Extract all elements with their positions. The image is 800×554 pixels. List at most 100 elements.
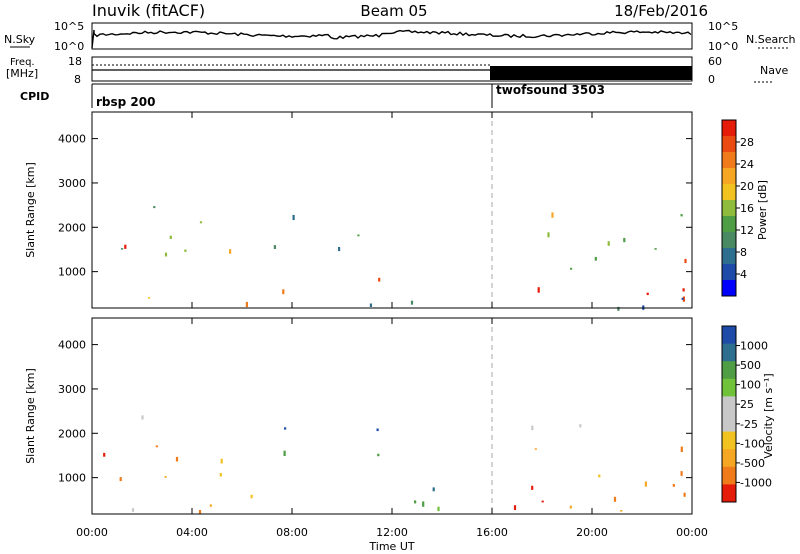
power-ytick-label: 3000 <box>58 177 86 190</box>
power-cell <box>229 249 232 254</box>
freq-left-tick-top: 18 <box>68 55 82 68</box>
power-colorbar-segment <box>722 248 736 265</box>
velocity-colorbar-tick-label: -25 <box>740 418 758 431</box>
noise-left-tick-top: 10^5 <box>54 20 84 33</box>
power-cell <box>292 214 295 221</box>
power-cell <box>121 248 124 250</box>
power-cell <box>369 303 372 307</box>
velocity-colorbar-segment <box>722 326 736 345</box>
velocity-colorbar-frame <box>721 325 737 503</box>
power-cell <box>164 252 168 257</box>
power-colorbar-segment <box>722 136 736 153</box>
power-cell <box>282 289 285 295</box>
velocity-colorbar-label: Velocity [m s⁻¹] <box>762 373 775 458</box>
velocity-cell <box>209 504 212 507</box>
velocity-cell <box>531 425 534 431</box>
power-cell <box>169 235 172 239</box>
freq-right-label: Nave <box>760 64 788 77</box>
power-cell <box>654 248 657 250</box>
velocity-colorbar-tick-label: -100 <box>740 437 765 450</box>
power-cell <box>623 237 626 243</box>
velocity-cell <box>569 505 572 509</box>
power-colorbar-tick-label: 8 <box>740 246 747 259</box>
noise-sky-trace <box>91 29 692 49</box>
velocity-cell <box>219 473 222 477</box>
power-colorbar-segment <box>722 184 736 201</box>
power-colorbar-tick-label: 4 <box>740 268 747 281</box>
beam-title: Beam 05 <box>360 2 427 20</box>
x-tick-label: 08:00 <box>276 526 308 539</box>
x-tick-label: 00:00 <box>676 526 708 539</box>
velocity-cell <box>377 453 380 457</box>
freq-left-label-1: Freq. <box>10 57 35 68</box>
freq-right-tick-bottom: 0 <box>708 73 715 86</box>
noise-left-label: N.Sky <box>4 33 36 46</box>
power-cell <box>551 212 554 218</box>
velocity-colorbar-segment <box>722 484 736 503</box>
power-colorbar-segment <box>722 120 736 137</box>
power-colorbar-segment <box>722 280 736 297</box>
velocity-panel-frame <box>91 317 693 515</box>
noise-right-tick-top: 10^5 <box>708 20 738 33</box>
velocity-cell <box>164 476 167 478</box>
power-colorbar-tick-label: 24 <box>740 158 754 171</box>
power-cell <box>547 232 550 238</box>
power-colorbar-segment <box>722 168 736 185</box>
power-cell <box>682 296 685 302</box>
power-cell <box>148 297 151 299</box>
x-tick-label: 00:00 <box>76 526 108 539</box>
velocity-cell <box>541 500 544 503</box>
velocity-cell <box>644 481 647 487</box>
power-cell <box>684 258 687 264</box>
power-colorbar-label: Power [dB] <box>756 180 769 240</box>
x-tick-label: 16:00 <box>476 526 508 539</box>
power-colorbar-segment <box>722 216 736 233</box>
power-colorbar-tick-label: 20 <box>740 180 754 193</box>
velocity-colorbar-segment <box>722 378 736 397</box>
power-cell <box>537 287 540 293</box>
cpid-label: CPID <box>20 90 49 103</box>
power-cell <box>594 256 597 261</box>
cpid-segment-1: rbsp 200 <box>96 95 155 109</box>
velocity-cell <box>579 424 582 428</box>
velocity-cell <box>613 496 617 502</box>
velocity-colorbar-segment <box>722 414 736 433</box>
noise-panel: N.Sky 10^5 10^0 10^5 10^0 N.Search <box>4 20 796 53</box>
power-cell <box>357 234 360 237</box>
velocity-cell <box>432 487 435 492</box>
velocity-cell <box>683 492 686 497</box>
noise-right-tick-bottom: 10^0 <box>708 40 738 53</box>
velocity-colorbar-segment <box>722 449 736 468</box>
velocity-cell <box>376 428 379 432</box>
velocity-ylabel: Slant Range [km] <box>24 368 37 464</box>
velocity-cell <box>220 458 223 464</box>
velocity-cell <box>680 471 683 476</box>
power-data-layer <box>121 206 687 311</box>
velocity-cell <box>119 477 122 482</box>
power-cell <box>184 249 187 252</box>
velocity-cell <box>103 452 106 457</box>
power-y-ticks: 1000 2000 3000 4000 <box>58 133 692 279</box>
velocity-cell <box>175 456 179 462</box>
power-colorbar-tick-label: 28 <box>740 136 754 149</box>
power-panel-frame <box>91 111 693 309</box>
velocity-cell <box>513 505 517 510</box>
power-cell <box>199 221 203 224</box>
power-colorbar-segment <box>722 264 736 281</box>
power-colorbar-tick-label: 12 <box>740 224 754 237</box>
velocity-cell <box>131 508 135 512</box>
velocity-cell <box>250 494 253 499</box>
power-cell <box>378 277 381 282</box>
velocity-panel: 1000 2000 3000 4000 Slant Range [km] 1000 50… <box>24 317 775 515</box>
velocity-ytick-label: 4000 <box>58 339 86 352</box>
velocity-cell <box>534 448 537 450</box>
x-tick-label: 04:00 <box>176 526 208 539</box>
power-ytick-label: 2000 <box>58 221 86 234</box>
x-axis: 00:00 04:00 08:00 12:00 16:00 20:00 00:00 <box>76 112 708 539</box>
velocity-cell <box>155 445 158 448</box>
velocity-cell <box>141 415 144 420</box>
cpid-segment-2: twofsound 3503 <box>496 83 605 97</box>
noise-panel-frame <box>91 22 693 50</box>
power-panel: 1000 2000 3000 4000 Slant Range [km] 28 24 20… <box>24 111 769 311</box>
velocity-colorbar-segment <box>722 466 736 485</box>
